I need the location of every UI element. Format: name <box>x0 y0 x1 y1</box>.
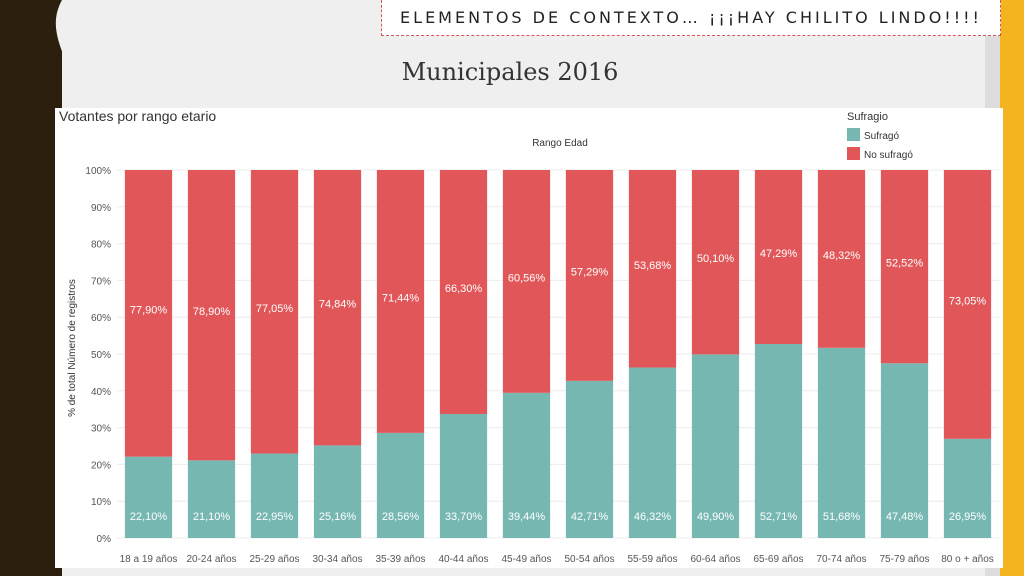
bar-sufrago <box>502 392 551 538</box>
bar-sufrago <box>691 354 740 538</box>
data-label: 39,44% <box>508 511 546 523</box>
header-banner: ELEMENTOS DE CONTEXTO… ¡¡¡HAY CHILITO LI… <box>381 0 1001 36</box>
data-label: 71,44% <box>382 292 420 304</box>
y-tick-label: 60% <box>91 313 111 324</box>
data-label: 60,56% <box>508 272 546 284</box>
bar-sufrago <box>754 344 803 538</box>
bar-no-sufrago <box>439 170 488 414</box>
bar-no-sufrago <box>628 170 677 368</box>
bar-sufrago <box>880 363 929 538</box>
data-label: 77,90% <box>130 304 168 316</box>
bar-no-sufrago <box>502 170 551 393</box>
column-header: Rango Edad <box>532 138 588 149</box>
y-tick-label: 70% <box>91 276 111 287</box>
bar-sufrago <box>628 367 677 538</box>
x-tick-label: 30-34 años <box>312 554 362 565</box>
y-tick-label: 50% <box>91 350 111 361</box>
data-label: 25,16% <box>319 511 357 523</box>
y-tick-label: 10% <box>91 497 111 508</box>
x-tick-label: 60-64 años <box>690 554 740 565</box>
legend-label: No sufragó <box>864 150 913 161</box>
y-tick-label: 100% <box>85 166 111 177</box>
data-label: 42,71% <box>571 511 609 523</box>
data-label: 74,84% <box>319 299 357 311</box>
data-label: 28,56% <box>382 511 420 523</box>
x-tick-label: 25-29 años <box>249 554 299 565</box>
data-label: 46,32% <box>634 511 672 523</box>
bar-sufrago <box>943 438 992 538</box>
y-tick-label: 90% <box>91 203 111 214</box>
data-label: 47,48% <box>886 511 924 523</box>
y-axis-label: % de total Número de registros <box>67 279 78 417</box>
bar-no-sufrago <box>754 170 803 345</box>
data-label: 77,05% <box>256 303 294 315</box>
x-tick-label: 20-24 años <box>186 554 236 565</box>
x-tick-label: 45-49 años <box>501 554 551 565</box>
x-tick-label: 70-74 años <box>816 554 866 565</box>
x-tick-label: 18 a 19 años <box>120 554 178 565</box>
data-label: 33,70% <box>445 511 483 523</box>
x-tick-label: 65-69 años <box>753 554 803 565</box>
data-label: 47,29% <box>760 248 798 260</box>
y-tick-label: 0% <box>97 534 112 545</box>
legend-swatch <box>847 147 860 160</box>
bar-no-sufrago <box>187 170 236 461</box>
x-tick-label: 55-59 años <box>627 554 677 565</box>
header-title: ELEMENTOS DE CONTEXTO… ¡¡¡HAY CHILITO LI… <box>400 8 982 27</box>
bar-no-sufrago <box>817 170 866 348</box>
bar-no-sufrago <box>376 170 425 433</box>
data-label: 49,90% <box>697 511 735 523</box>
legend-title: Sufragio <box>847 111 888 123</box>
bar-sufrago <box>250 453 299 538</box>
bar-sufrago <box>313 445 362 538</box>
y-tick-label: 30% <box>91 424 111 435</box>
x-tick-label: 50-54 años <box>564 554 614 565</box>
data-label: 21,10% <box>193 511 231 523</box>
bar-no-sufrago <box>691 170 740 355</box>
right-accent-bar <box>1000 0 1024 576</box>
bar-sufrago <box>565 380 614 538</box>
bar-sufrago <box>187 460 236 538</box>
data-label: 51,68% <box>823 511 861 523</box>
x-tick-label: 80 o + años <box>941 554 994 565</box>
bar-no-sufrago <box>943 170 992 439</box>
bar-sufrago <box>124 456 173 538</box>
data-label: 22,95% <box>256 511 294 523</box>
y-tick-label: 40% <box>91 387 111 398</box>
bar-no-sufrago <box>565 170 614 381</box>
data-label: 57,29% <box>571 266 609 278</box>
data-label: 48,32% <box>823 250 861 262</box>
x-tick-label: 75-79 años <box>879 554 929 565</box>
slide-subtitle: Municipales 2016 <box>401 58 619 86</box>
x-tick-label: 35-39 años <box>375 554 425 565</box>
bar-sufrago <box>817 347 866 538</box>
y-tick-label: 20% <box>91 460 111 471</box>
data-label: 78,90% <box>193 306 231 318</box>
data-label: 50,10% <box>697 253 735 265</box>
data-label: 73,05% <box>949 295 987 307</box>
y-tick-label: 80% <box>91 240 111 251</box>
bar-no-sufrago <box>124 170 173 457</box>
legend-swatch <box>847 128 860 141</box>
chart-title: Votantes por rango etario <box>59 108 216 124</box>
stacked-bar-chart: Votantes por rango etario Rango Edad % d… <box>59 108 999 565</box>
left-decorative-strip <box>0 0 62 576</box>
x-tick-label: 40-44 años <box>438 554 488 565</box>
bar-no-sufrago <box>250 170 299 454</box>
bar-no-sufrago <box>880 170 929 364</box>
data-label: 52,71% <box>760 511 798 523</box>
bar-sufrago <box>439 413 488 538</box>
data-label: 66,30% <box>445 283 483 295</box>
chart-panel: Votantes por rango etario Rango Edad % d… <box>55 108 1003 568</box>
data-label: 26,95% <box>949 511 987 523</box>
data-label: 52,52% <box>886 258 924 270</box>
data-label: 22,10% <box>130 511 168 523</box>
data-label: 53,68% <box>634 260 672 272</box>
bar-sufrago <box>376 432 425 538</box>
legend-label: Sufragó <box>864 131 899 142</box>
bar-no-sufrago <box>313 170 362 446</box>
